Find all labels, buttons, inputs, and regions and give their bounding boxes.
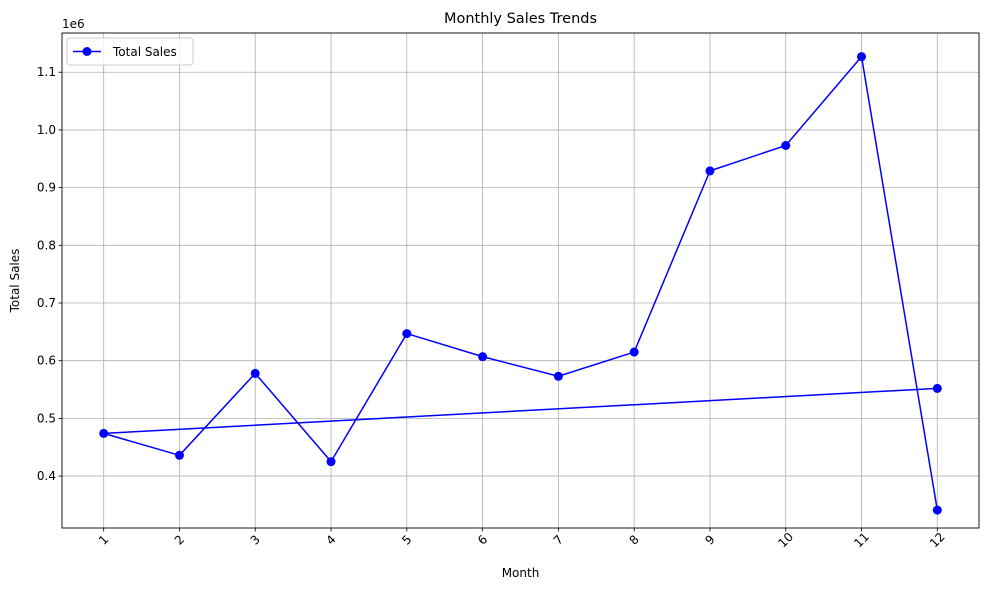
data-point bbox=[250, 368, 260, 378]
x-tick-label: 6 bbox=[475, 532, 490, 547]
y-tick-label: 0.5 bbox=[37, 411, 56, 425]
legend-box bbox=[66, 37, 194, 66]
data-point bbox=[174, 450, 184, 460]
x-tick-label: 1 bbox=[96, 532, 111, 547]
x-tick-label: 7 bbox=[551, 532, 566, 547]
data-point bbox=[402, 329, 412, 339]
y-axis-title: Total Sales bbox=[8, 249, 22, 314]
y-axis: 0.4 0.5 0.6 0.7 0.8 0.9 1.0 1.1 bbox=[37, 65, 62, 483]
chart-title: Monthly Sales Trends bbox=[444, 11, 597, 27]
y-tick-label: 1.0 bbox=[37, 123, 56, 137]
plot-area-frame bbox=[61, 32, 980, 529]
y-tick-label: 0.4 bbox=[37, 469, 56, 483]
data-point bbox=[478, 352, 488, 362]
x-tick-label: 3 bbox=[248, 532, 263, 547]
data-point bbox=[781, 141, 791, 150]
data-point bbox=[705, 166, 715, 176]
x-tick-label: 11 bbox=[851, 530, 872, 551]
x-tick-label: 10 bbox=[775, 530, 796, 551]
y-tick-label: 0.6 bbox=[37, 354, 56, 368]
grid-lines bbox=[62, 33, 979, 528]
legend-label: Total Sales bbox=[112, 45, 177, 59]
x-tick-label: 5 bbox=[399, 532, 414, 547]
series-line bbox=[102, 55, 939, 511]
x-axis-title: Month bbox=[502, 566, 540, 580]
data-point bbox=[553, 371, 563, 381]
x-tick-label: 12 bbox=[927, 530, 948, 551]
y-tick-label: 0.8 bbox=[37, 238, 56, 252]
series-layer bbox=[99, 52, 942, 515]
data-point bbox=[932, 383, 942, 393]
y-offset-label: 1e6 bbox=[62, 17, 85, 31]
x-axis: 1 2 3 4 5 6 7 8 9 10 11 12 bbox=[96, 528, 948, 550]
y-tick-label: 0.7 bbox=[37, 296, 56, 310]
x-tick-label: 9 bbox=[702, 532, 717, 547]
data-point bbox=[629, 347, 639, 357]
x-tick-label: 8 bbox=[627, 532, 642, 547]
data-point bbox=[99, 428, 109, 438]
y-tick-label: 0.9 bbox=[37, 181, 56, 195]
data-point bbox=[932, 505, 942, 515]
x-tick-label: 2 bbox=[172, 532, 187, 547]
y-tick-label: 1.1 bbox=[37, 65, 56, 79]
data-point bbox=[857, 52, 867, 62]
data-point bbox=[326, 457, 336, 467]
legend-marker bbox=[82, 47, 92, 56]
x-tick-label: 4 bbox=[323, 532, 338, 547]
legend: Total Sales bbox=[66, 37, 194, 66]
